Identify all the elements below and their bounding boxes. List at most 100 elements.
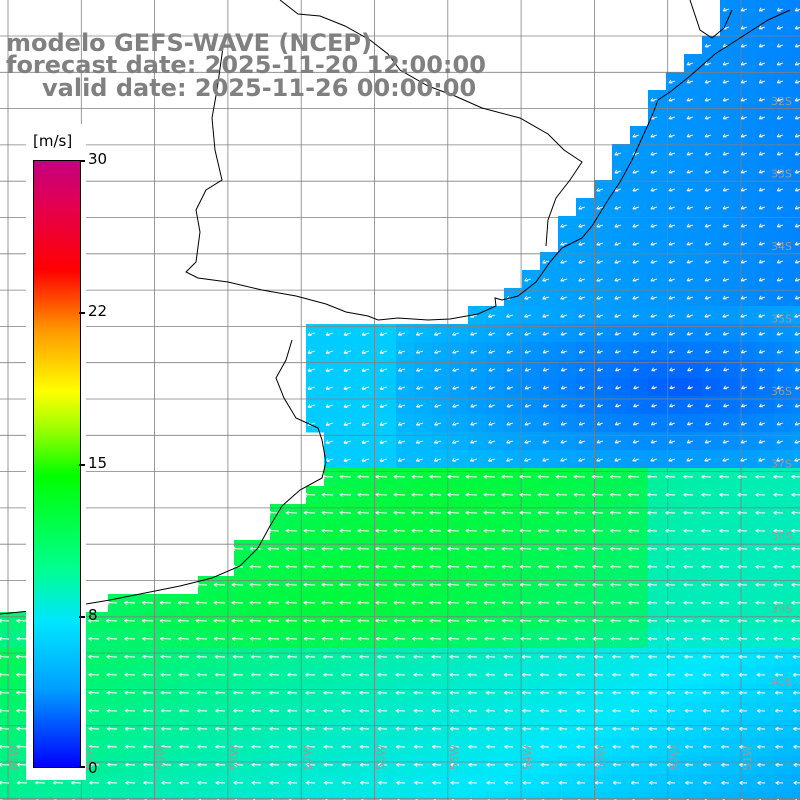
wind-arrow xyxy=(776,259,784,264)
wind-speed-cell xyxy=(630,450,649,469)
wind-speed-cell xyxy=(666,630,685,649)
wind-speed-cell xyxy=(522,792,541,800)
wind-speed-cell xyxy=(684,756,703,775)
wind-speed-cell xyxy=(612,342,631,361)
wind-arrow xyxy=(0,618,10,623)
wind-speed-cell xyxy=(522,324,541,343)
wind-speed-cell xyxy=(540,450,559,469)
wind-arrow xyxy=(666,762,676,767)
wind-arrow xyxy=(16,744,28,749)
wind-arrow xyxy=(447,546,460,551)
wind-arrow xyxy=(758,439,766,444)
wind-arrow xyxy=(232,690,244,695)
wind-speed-cell xyxy=(450,576,469,595)
wind-speed-cell xyxy=(738,756,757,775)
wind-arrow xyxy=(522,762,532,767)
wind-speed-cell xyxy=(414,738,433,757)
wind-arrow xyxy=(666,708,676,713)
wind-speed-cell xyxy=(558,486,577,505)
wind-arrow xyxy=(249,582,262,587)
wind-speed-cell xyxy=(126,666,145,685)
wind-speed-cell xyxy=(360,432,379,451)
wind-arrow xyxy=(124,762,136,767)
wind-arrow xyxy=(537,474,550,479)
wind-arrow xyxy=(737,618,748,623)
wind-speed-cell xyxy=(252,684,271,703)
wind-speed-cell xyxy=(522,540,541,559)
wind-arrow xyxy=(339,618,352,623)
wind-speed-cell xyxy=(756,666,775,685)
wind-speed-cell xyxy=(522,720,541,739)
wind-speed-cell xyxy=(342,702,361,721)
wind-arrow xyxy=(560,349,568,354)
wind-speed-cell xyxy=(324,576,343,595)
wind-speed-cell xyxy=(540,684,559,703)
wind-arrow xyxy=(740,349,748,354)
wind-speed-cell xyxy=(558,576,577,595)
wind-arrow xyxy=(574,600,586,605)
wind-arrow xyxy=(16,690,28,695)
wind-arrow xyxy=(632,187,640,192)
wind-speed-cell xyxy=(774,270,793,289)
wind-arrow xyxy=(339,582,352,587)
wind-arrow xyxy=(723,367,730,372)
wind-arrow xyxy=(483,546,496,551)
wind-arrow xyxy=(704,457,712,462)
wind-speed-cell xyxy=(666,504,685,523)
wind-arrow xyxy=(303,582,316,587)
wind-arrow xyxy=(413,708,424,713)
wind-speed-cell xyxy=(180,684,199,703)
wind-speed-cell xyxy=(234,558,253,577)
wind-speed-cell xyxy=(216,576,235,595)
wind-arrow xyxy=(776,151,784,156)
wind-speed-cell xyxy=(522,684,541,703)
wind-arrow xyxy=(213,636,226,641)
wind-speed-cell xyxy=(666,540,685,559)
wind-speed-cell xyxy=(342,630,361,649)
wind-arrow xyxy=(686,133,694,138)
wind-arrow xyxy=(556,636,568,641)
valid-date: valid date: 2025-11-26 00:00:00 xyxy=(42,74,477,102)
wind-speed-cell xyxy=(396,576,415,595)
wind-arrow xyxy=(647,528,658,533)
wind-speed-cell xyxy=(198,630,217,649)
wind-arrow xyxy=(614,241,622,246)
wind-speed-cell xyxy=(684,72,703,91)
wind-speed-cell xyxy=(414,684,433,703)
wind-arrow xyxy=(668,439,676,444)
wind-speed-cell xyxy=(486,378,505,397)
wind-arrow xyxy=(669,403,676,408)
wind-speed-cell xyxy=(666,144,685,163)
wind-speed-cell xyxy=(450,630,469,649)
wind-speed-cell xyxy=(414,612,433,631)
wind-speed-cell xyxy=(612,288,631,307)
wind-arrow xyxy=(542,259,550,264)
wind-arrow xyxy=(776,313,784,318)
wind-speed-cell xyxy=(162,648,181,667)
wind-arrow xyxy=(776,169,784,174)
wind-speed-cell xyxy=(342,720,361,739)
wind-speed-cell xyxy=(702,720,721,739)
wind-speed-cell xyxy=(396,342,415,361)
wind-speed-cell xyxy=(162,702,181,721)
wind-speed-cell xyxy=(396,684,415,703)
wind-arrow xyxy=(632,331,640,336)
wind-speed-cell xyxy=(756,702,775,721)
wind-arrow xyxy=(737,546,748,551)
wind-speed-cell xyxy=(558,414,577,433)
wind-speed-cell xyxy=(180,792,199,800)
wind-arrow xyxy=(470,403,478,408)
wind-arrow xyxy=(794,385,800,390)
wind-arrow xyxy=(755,582,766,587)
longitude-label: 54W xyxy=(521,745,534,770)
wind-speed-cell xyxy=(216,720,235,739)
wind-speed-cell xyxy=(576,540,595,559)
wind-arrow xyxy=(483,492,496,497)
wind-speed-cell xyxy=(702,756,721,775)
wind-speed-cell xyxy=(576,396,595,415)
wind-speed-cell xyxy=(522,432,541,451)
wind-speed-cell xyxy=(684,540,703,559)
wind-arrow xyxy=(434,349,442,354)
wind-arrow xyxy=(486,726,496,731)
